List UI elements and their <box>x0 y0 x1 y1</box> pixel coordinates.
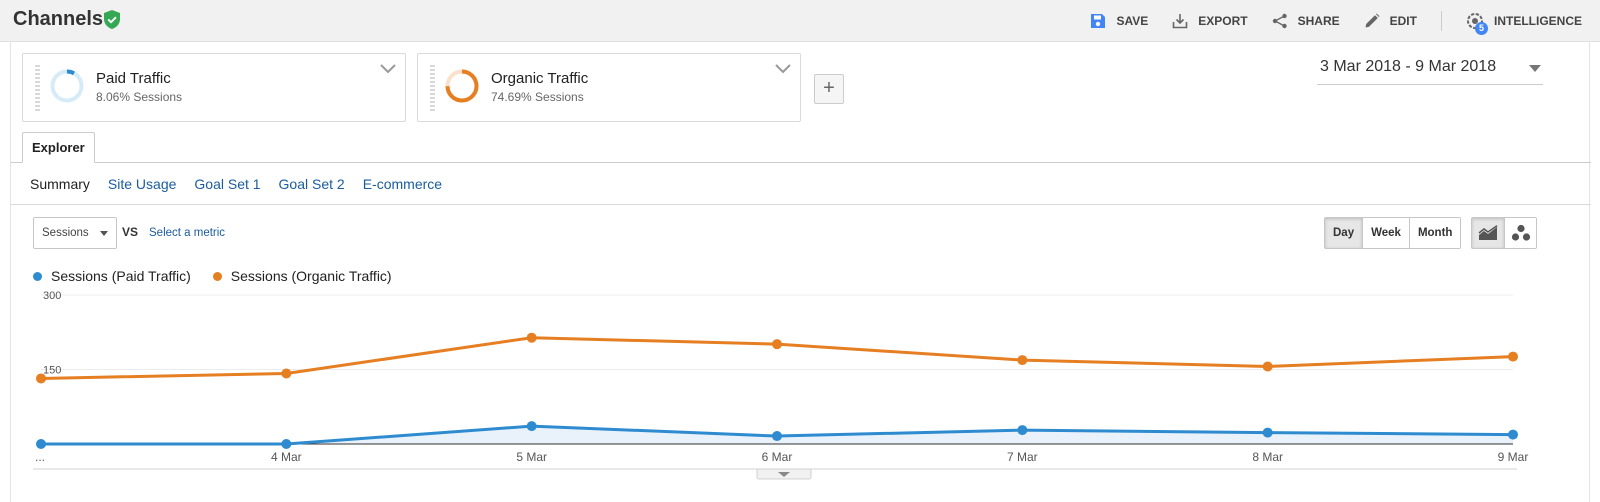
date-range-label: 3 Mar 2018 - 9 Mar 2018 <box>1320 58 1497 75</box>
share-label: SHARE <box>1297 14 1340 28</box>
y-tick-label: 300 <box>43 290 61 302</box>
subtab-site-usage[interactable]: Site Usage <box>107 176 177 192</box>
intelligence-icon: 5 <box>1466 12 1488 35</box>
line-chart-icon <box>1478 225 1498 240</box>
x-tick-label: 9 Mar <box>1498 450 1529 464</box>
metric-dropdown[interactable]: Sessions <box>33 217 117 249</box>
x-tick-label: 7 Mar <box>1007 450 1038 464</box>
period-toggle: Day Week Month <box>1324 217 1462 249</box>
segment-share: 74.69% Sessions <box>491 90 584 104</box>
intelligence-button[interactable]: 5 INTELLIGENCE <box>1466 12 1582 35</box>
export-label: EXPORT <box>1198 14 1248 28</box>
share-icon <box>1272 13 1287 29</box>
data-point-organic <box>281 368 292 379</box>
period-month-button[interactable]: Month <box>1408 218 1461 248</box>
drag-handle-icon[interactable] <box>430 65 435 111</box>
save-button[interactable]: SAVE <box>1090 13 1148 29</box>
data-point-organic <box>772 339 782 350</box>
vs-label: VS <box>122 225 139 239</box>
verified-shield-icon <box>104 10 120 34</box>
segment-donut-icon <box>50 69 84 103</box>
add-segment-button[interactable]: + <box>814 74 844 104</box>
share-button[interactable]: SHARE <box>1272 13 1340 29</box>
data-point-paid <box>36 439 46 449</box>
edit-icon <box>1365 13 1380 28</box>
data-point-paid <box>1017 425 1028 436</box>
subtab-divider <box>11 204 1591 205</box>
tab-explorer[interactable]: Explorer <box>22 132 95 163</box>
x-tick-label: 6 Mar <box>762 450 793 464</box>
export-icon <box>1172 14 1188 29</box>
report-panel: Paid Traffic 8.06% Sessions Organic Traf… <box>10 42 1591 502</box>
notification-badge: 5 <box>1474 22 1488 35</box>
drag-handle-icon[interactable] <box>35 65 40 111</box>
edit-button[interactable]: EDIT <box>1364 13 1417 29</box>
legend-dot <box>33 271 42 281</box>
data-point-paid <box>772 431 782 442</box>
segment-name: Organic Traffic <box>491 70 589 87</box>
segment-donut-icon <box>445 69 479 103</box>
select-metric-link[interactable]: Select a metric <box>149 227 226 239</box>
save-icon <box>1091 14 1106 28</box>
chart-type-toggle <box>1471 217 1537 249</box>
period-day-button[interactable]: Day <box>1325 218 1363 248</box>
motion-chart-view-button[interactable] <box>1504 218 1536 248</box>
chart-legend: Sessions (Paid Traffic) Sessions (Organi… <box>33 268 414 284</box>
data-point-paid <box>1262 427 1273 438</box>
data-point-paid <box>281 439 292 449</box>
segment-card-organic[interactable]: Organic Traffic 74.69% Sessions <box>417 53 801 122</box>
subtab-summary[interactable]: Summary <box>30 176 90 192</box>
data-point-organic <box>1262 361 1273 372</box>
subtab-goal-set-1[interactable]: Goal Set 1 <box>194 176 261 192</box>
data-point-organic <box>1017 355 1028 366</box>
intelligence-label: INTELLIGENCE <box>1493 14 1582 28</box>
segment-name: Paid Traffic <box>96 70 171 87</box>
chevron-down-icon[interactable] <box>774 63 792 75</box>
y-tick-label: 150 <box>43 365 61 377</box>
subtab-goal-set-2[interactable]: Goal Set 2 <box>278 176 345 192</box>
chevron-down-icon[interactable] <box>379 63 397 75</box>
header-divider <box>1440 11 1442 31</box>
segment-card-paid[interactable]: Paid Traffic 8.06% Sessions <box>22 53 406 122</box>
legend-item-organic[interactable]: Sessions (Organic Traffic) <box>212 268 392 284</box>
metric-selected: Sessions <box>42 227 89 239</box>
period-week-button[interactable]: Week <box>1362 218 1409 248</box>
edit-label: EDIT <box>1389 14 1417 28</box>
segment-share: 8.06% Sessions <box>96 90 183 104</box>
x-tick-label: ... <box>35 450 45 464</box>
export-button[interactable]: EXPORT <box>1172 13 1248 29</box>
data-point-organic <box>1508 351 1518 362</box>
caret-down-icon <box>778 472 790 477</box>
series-area-paid <box>41 426 1513 444</box>
x-tick-label: 4 Mar <box>271 450 302 464</box>
date-range-picker[interactable]: 3 Mar 2018 - 9 Mar 2018 <box>1317 58 1543 85</box>
subtab-ecommerce[interactable]: E-commerce <box>362 176 443 192</box>
subtab-bar: Summary Site Usage Goal Set 1 Goal Set 2… <box>30 176 460 192</box>
save-label: SAVE <box>1116 14 1149 28</box>
page-title: Channels <box>13 8 104 30</box>
line-chart-view-button[interactable] <box>1472 218 1504 248</box>
bubble-chart-icon <box>1511 224 1530 241</box>
sessions-line-chart: 150 300... 4 Mar 5 Mar 6 Mar 7 Mar 8 Mar 9 Mar <box>33 290 1529 480</box>
header-actions: SAVE EXPORT SHARE EDIT <box>1066 0 1582 42</box>
data-point-paid <box>526 421 537 432</box>
data-point-organic <box>526 332 537 343</box>
legend-label: Sessions (Organic Traffic) <box>230 268 392 284</box>
legend-label: Sessions (Paid Traffic) <box>51 268 191 284</box>
caret-down-icon <box>1529 65 1541 72</box>
data-point-organic <box>36 373 46 384</box>
caret-down-icon <box>100 231 108 236</box>
data-point-paid <box>1508 429 1518 440</box>
legend-dot <box>212 271 222 281</box>
legend-item-paid[interactable]: Sessions (Paid Traffic) <box>33 268 191 284</box>
x-tick-label: 8 Mar <box>1252 450 1283 464</box>
x-tick-label: 5 Mar <box>516 450 547 464</box>
tab-divider <box>11 162 1591 163</box>
top-bar: Channels SAVE EXPORT <box>0 0 1600 42</box>
